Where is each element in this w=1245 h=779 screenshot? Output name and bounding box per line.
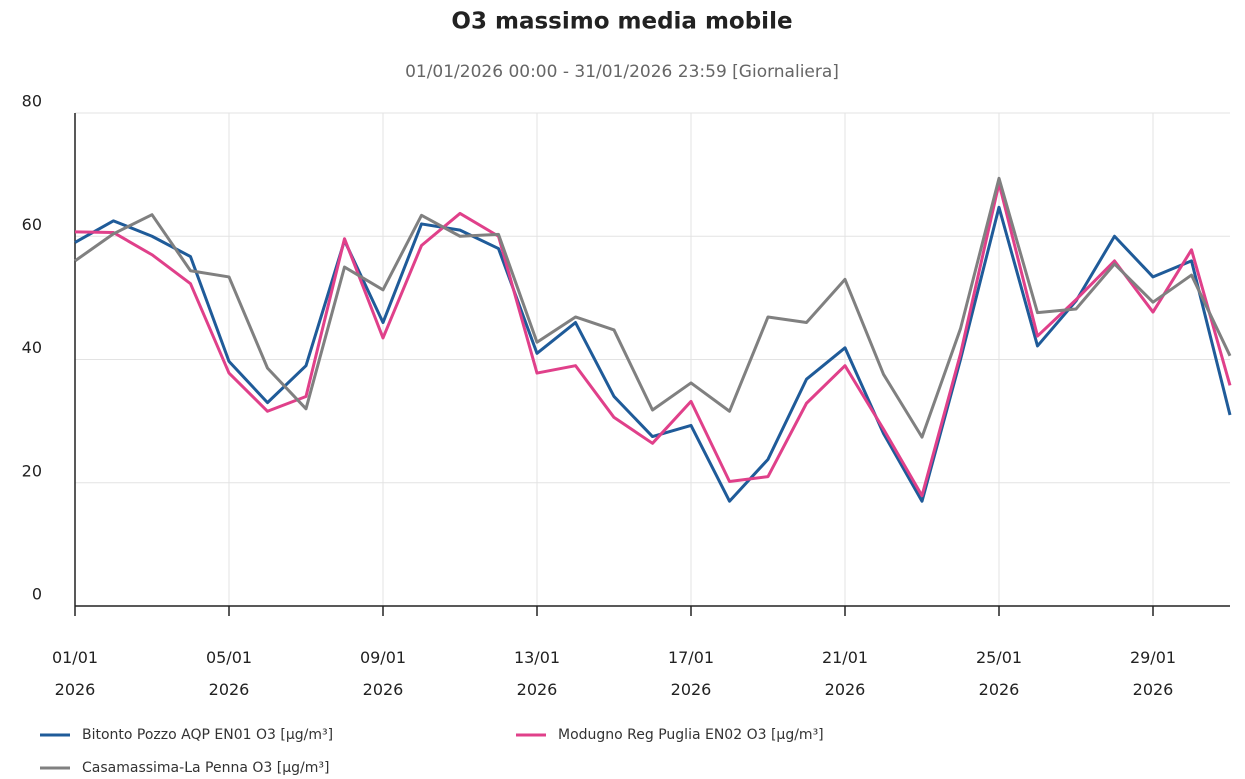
y-tick-label: 60: [22, 215, 42, 234]
x-tick-label: 09/01 2026: [359, 648, 407, 699]
x-tick-label: 01/01 2026: [51, 648, 99, 699]
y-tick-label: 0: [32, 585, 42, 604]
series-line: [74, 181, 1232, 498]
legend-label: Bitonto Pozzo AQP EN01 O3 [µg/m³]: [82, 727, 333, 743]
chart-title: O3 massimo media mobile: [451, 9, 792, 35]
y-tick-label: 20: [22, 461, 42, 480]
chart-subtitle: 01/01/2026 00:00 - 31/01/2026 23:59 [Gio…: [405, 62, 839, 82]
x-tick-label: 05/01 2026: [205, 648, 253, 699]
series-line: [74, 205, 1232, 503]
y-tick-label: 40: [22, 338, 42, 357]
legend-label: Modugno Reg Puglia EN02 O3 [µg/m³]: [558, 727, 824, 743]
x-tick-label: 13/01 2026: [513, 648, 561, 699]
x-tick-label: 21/01 2026: [821, 648, 869, 699]
series-line: [74, 176, 1232, 439]
x-tick-label: 17/01 2026: [667, 648, 715, 699]
x-tick-label: 25/01 2026: [975, 648, 1023, 699]
legend-label: Casamassima-La Penna O3 [µg/m³]: [82, 760, 329, 776]
y-tick-label: 80: [22, 92, 42, 111]
x-tick-label: 29/01 2026: [1129, 648, 1177, 699]
